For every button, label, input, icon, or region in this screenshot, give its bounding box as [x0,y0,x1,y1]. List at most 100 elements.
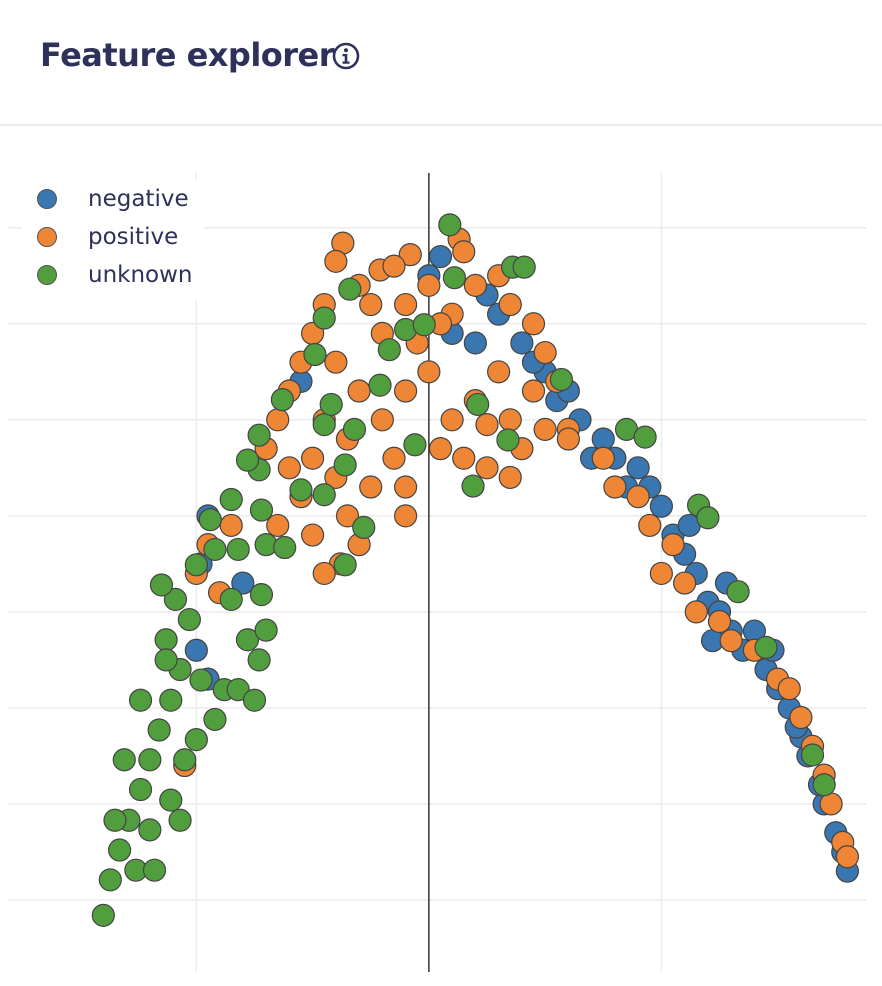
point-positive [638,513,662,538]
point-positive [684,600,708,624]
point-unknown [438,213,462,237]
point-unknown [184,727,208,752]
point-unknown [91,903,115,927]
point-unknown [333,453,357,477]
point-positive [417,360,441,384]
point-positive [324,350,348,374]
point-unknown [812,773,836,797]
point-unknown [754,635,778,660]
point-unknown [154,648,178,672]
point-unknown [319,392,343,417]
point-positive [707,609,732,634]
legend-label: unknown [88,262,193,288]
point-positive [556,427,580,451]
point-positive [428,437,453,461]
point-positive [266,513,290,538]
legend-label: negative [88,186,189,212]
info-circle-icon[interactable] [332,42,360,70]
legend-item-negative[interactable]: negative [22,180,204,218]
point-positive [394,292,418,317]
legend-marker-unknown [37,265,57,285]
point-positive [394,504,418,528]
point-positive [498,408,522,432]
point-positive [312,561,336,586]
point-unknown [412,313,436,337]
legend-item-positive[interactable]: positive [22,218,204,256]
legend-label: positive [88,224,179,250]
point-unknown [147,718,171,742]
point-unknown [103,808,127,832]
point-positive [324,249,348,273]
point-unknown [303,342,327,367]
point-positive [359,292,383,317]
point-positive [475,413,499,437]
point-unknown [312,483,336,507]
point-positive [498,292,522,317]
point-positive [719,629,743,653]
point-unknown [289,478,313,502]
point-positive [673,571,697,595]
point-positive [498,465,522,490]
legend: negative positive unknown [22,180,204,300]
point-unknown [138,818,162,842]
point-negative [428,244,453,269]
point-positive [521,379,546,403]
point-unknown [159,688,183,712]
point-unknown [377,338,401,362]
point-unknown [242,688,267,712]
point-unknown [235,448,260,472]
point-negative [184,638,208,662]
point-positive [452,240,476,264]
point-positive [417,273,441,297]
point-positive [649,561,673,586]
point-unknown [254,618,278,642]
point-unknown [189,668,213,692]
point-positive [219,513,243,538]
header: Feature explorer [0,0,882,126]
point-unknown [219,487,243,512]
point-positive [835,845,859,869]
point-unknown [249,498,274,522]
point-positive [603,475,627,499]
point-unknown [177,607,201,632]
point-positive [301,446,325,470]
point-unknown [138,748,162,772]
point-positive [452,446,476,470]
point-unknown [342,417,367,442]
point-positive [301,523,325,547]
point-unknown [226,678,250,702]
point-unknown [149,573,174,597]
point-positive [335,504,360,528]
point-unknown [154,628,178,652]
point-positive [475,456,499,480]
point-positive [370,408,394,432]
legend-item-unknown[interactable]: unknown [22,256,204,294]
point-unknown [219,587,243,611]
point-unknown [442,266,467,290]
point-negative [231,571,255,595]
point-negative [649,494,673,518]
point-unknown [549,367,573,392]
point-positive [789,705,813,730]
point-positive [359,475,383,499]
point-unknown [98,868,122,892]
point-unknown [633,425,657,449]
point-positive [382,446,406,470]
point-unknown [338,277,362,301]
point-unknown [312,413,336,437]
point-positive [394,475,418,499]
point-positive [382,254,406,278]
point-unknown [159,788,183,812]
point-unknown [466,392,490,417]
point-positive [463,273,487,297]
point-unknown [184,553,208,577]
point-unknown [226,537,250,562]
point-positive [591,446,615,470]
point-positive [521,312,546,336]
point-unknown [203,537,227,562]
point-unknown [128,688,153,712]
point-positive [398,243,422,267]
point-unknown [249,582,274,607]
point-negative [626,456,650,480]
